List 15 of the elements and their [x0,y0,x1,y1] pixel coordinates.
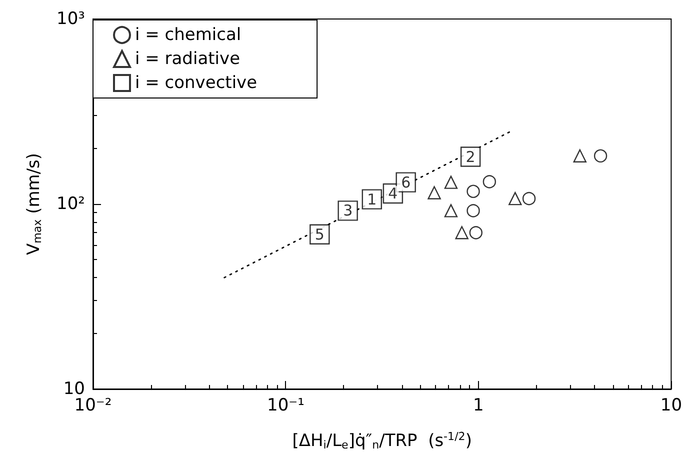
x-tick-label: 1 [473,396,484,416]
y-tick-label: 10³ [56,9,85,29]
annotation: 6 [401,173,411,192]
annotation: 2 [466,148,476,166]
legend-label: i = chemical [135,25,242,45]
annotation: 5 [314,225,324,244]
y-axis-title: Vmax (mm/s) [24,152,44,256]
annotation: 1 [367,190,377,208]
legend-label: i = convective [135,73,258,93]
x-tick-label: 10 [660,396,682,416]
y-tick-label: 10² [56,194,85,214]
legend-label: i = radiative [135,49,240,69]
annotation: 3 [343,202,353,220]
x-tick-label: 10⁻¹ [267,396,304,416]
annotation: 4 [388,184,398,202]
